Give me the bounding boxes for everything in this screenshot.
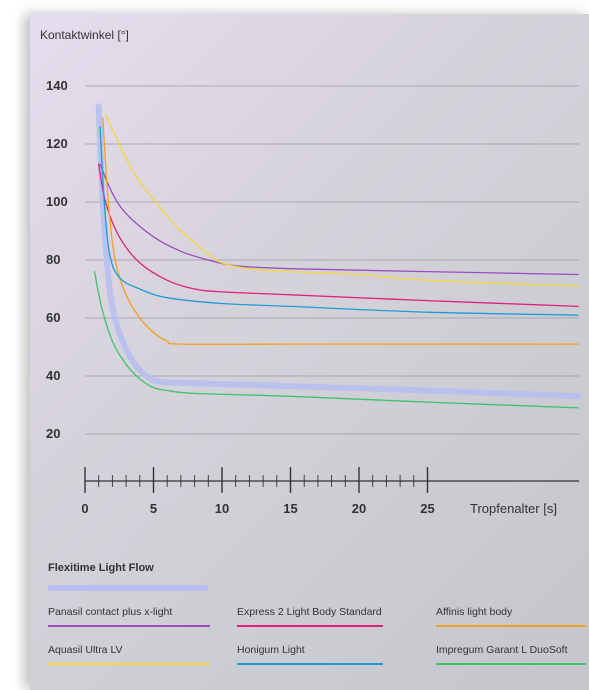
- legend-label: Impregum Garant L DuoSoft: [436, 644, 568, 656]
- y-axis-label: Kontaktwinkel [°]: [40, 28, 129, 42]
- x-tick-label: 5: [150, 501, 157, 516]
- line-chart: Kontaktwinkel [°] Tropfenalter [s] 20 40 6…: [40, 28, 582, 516]
- legend-label: Aquasil Ultra LV: [48, 644, 123, 656]
- y-tick-label: 20: [46, 426, 60, 441]
- legend-swatch: [237, 663, 383, 665]
- x-axis-label: Tropfenalter [s]: [470, 501, 557, 516]
- featured-legend-swatch: [48, 585, 208, 591]
- y-tick-label: 100: [46, 194, 68, 209]
- legend-swatch: [436, 625, 586, 627]
- x-tick-label: 20: [352, 501, 366, 516]
- legend-item: Express 2 Light Body Standard: [237, 606, 383, 627]
- x-tick-label: 0: [81, 501, 88, 516]
- series-line: [104, 114, 579, 287]
- x-tick-label: 15: [283, 501, 297, 516]
- legend-label: Panasil contact plus x-light: [48, 606, 173, 618]
- x-tick-label: 10: [215, 501, 229, 516]
- series-lines: [93, 103, 582, 409]
- legend-swatch: [237, 625, 383, 627]
- x-axis: 0 5 10 15 20 25: [81, 467, 579, 516]
- y-tick-label: 140: [46, 78, 68, 93]
- legend-item: Impregum Garant L DuoSoft: [436, 644, 586, 665]
- y-tick-label: 60: [46, 310, 60, 325]
- legend-label: Honigum Light: [237, 644, 305, 656]
- y-tick-label: 80: [46, 252, 60, 267]
- legend-swatch: [436, 663, 586, 665]
- legend-label: Express 2 Light Body Standard: [237, 606, 382, 618]
- grid: 20 40 60 80 100 120 140: [46, 78, 579, 441]
- series-line: [95, 103, 582, 400]
- legend-swatch: [48, 663, 210, 665]
- legend-label: Affinis light body: [436, 606, 513, 618]
- series-line: [99, 163, 579, 276]
- legend-item: Aquasil Ultra LV: [48, 644, 210, 665]
- x-tick-label: 25: [420, 501, 434, 516]
- series-line: [98, 163, 579, 308]
- legend-item: Panasil contact plus x-light: [48, 606, 210, 627]
- chart-panel: Kontaktwinkel [°] Tropfenalter [s] 20 40 6…: [30, 14, 589, 690]
- series-line: [102, 117, 579, 345]
- series-line: [99, 125, 579, 316]
- legend-swatch: [48, 625, 210, 627]
- legend-item: Affinis light body: [436, 606, 586, 627]
- y-tick-label: 40: [46, 368, 60, 383]
- featured-legend-label: Flexitime Light Flow: [48, 562, 154, 574]
- series-line: [93, 270, 579, 409]
- legend-item: Honigum Light: [237, 644, 383, 665]
- y-tick-label: 120: [46, 136, 68, 151]
